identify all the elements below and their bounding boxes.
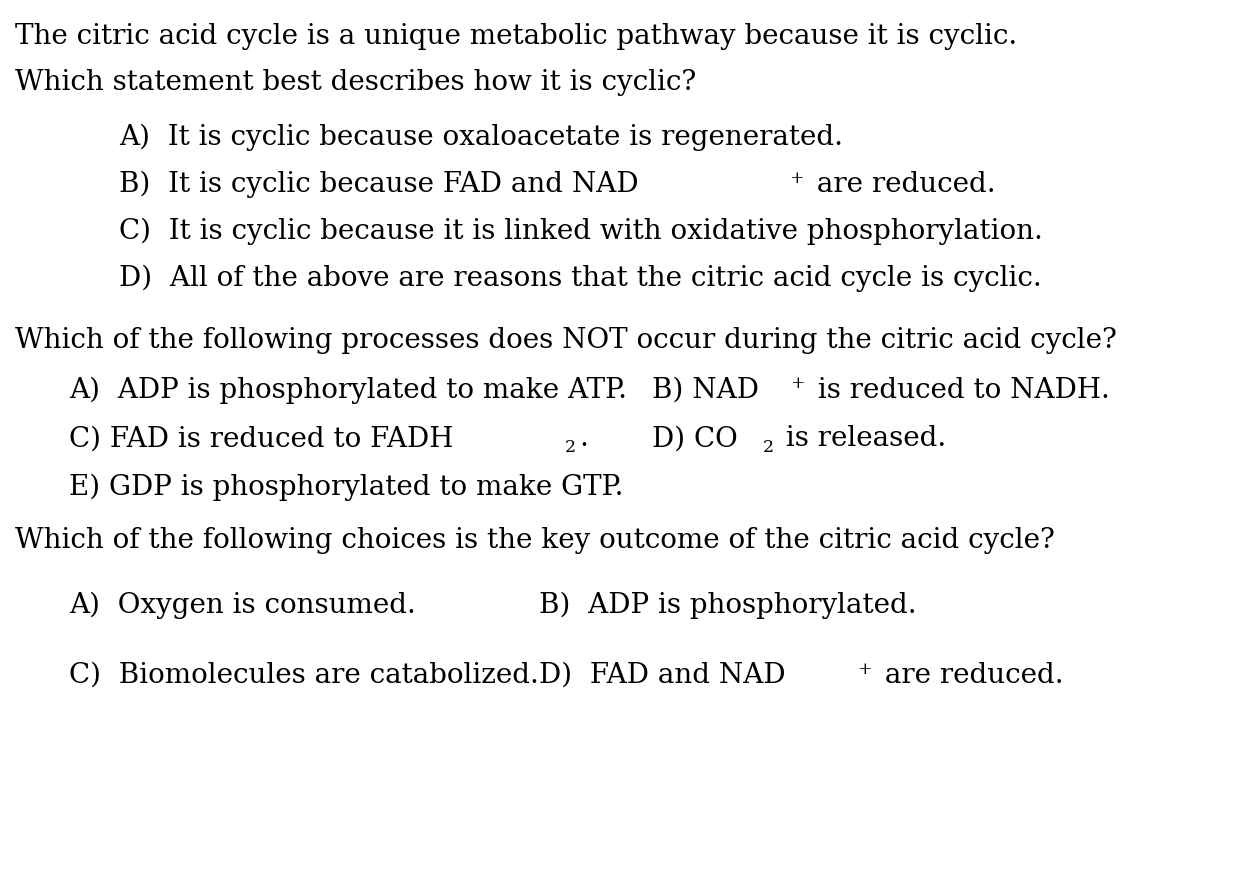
- Text: D) CO: D) CO: [652, 425, 737, 452]
- Text: +: +: [790, 375, 805, 392]
- Text: Which of the following choices is the key outcome of the citric acid cycle?: Which of the following choices is the ke…: [15, 527, 1055, 554]
- Text: C)  Biomolecules are catabolized.: C) Biomolecules are catabolized.: [69, 661, 539, 688]
- Text: A)  Oxygen is consumed.: A) Oxygen is consumed.: [69, 591, 416, 619]
- Text: D)  All of the above are reasons that the citric acid cycle is cyclic.: D) All of the above are reasons that the…: [119, 264, 1042, 292]
- Text: D)  FAD and NAD: D) FAD and NAD: [539, 661, 786, 688]
- Text: 2: 2: [566, 438, 576, 455]
- Text: .: .: [579, 425, 588, 452]
- Text: C) FAD is reduced to FADH: C) FAD is reduced to FADH: [69, 425, 454, 452]
- Text: A)  ADP is phosphorylated to make ATP.: A) ADP is phosphorylated to make ATP.: [69, 375, 627, 403]
- Text: B)  ADP is phosphorylated.: B) ADP is phosphorylated.: [539, 591, 917, 619]
- Text: is released.: is released.: [777, 425, 947, 452]
- Text: Which of the following processes does NOT occur during the citric acid cycle?: Which of the following processes does NO…: [15, 327, 1117, 354]
- Text: +: +: [858, 660, 872, 677]
- Text: are reduced.: are reduced.: [809, 171, 996, 198]
- Text: The citric acid cycle is a unique metabolic pathway because it is cyclic.: The citric acid cycle is a unique metabo…: [15, 23, 1017, 50]
- Text: B)  It is cyclic because FAD and NAD: B) It is cyclic because FAD and NAD: [119, 170, 638, 198]
- Text: are reduced.: are reduced.: [877, 661, 1063, 688]
- Text: A)  It is cyclic because oxaloacetate is regenerated.: A) It is cyclic because oxaloacetate is …: [119, 123, 843, 151]
- Text: is reduced to NADH.: is reduced to NADH.: [809, 376, 1110, 403]
- Text: 2: 2: [762, 438, 774, 455]
- Text: Which statement best describes how it is cyclic?: Which statement best describes how it is…: [15, 69, 696, 96]
- Text: E) GDP is phosphorylated to make GTP.: E) GDP is phosphorylated to make GTP.: [69, 473, 623, 501]
- Text: B) NAD: B) NAD: [652, 376, 759, 403]
- Text: C)  It is cyclic because it is linked with oxidative phosphorylation.: C) It is cyclic because it is linked wit…: [119, 217, 1043, 245]
- Text: +: +: [790, 170, 804, 187]
